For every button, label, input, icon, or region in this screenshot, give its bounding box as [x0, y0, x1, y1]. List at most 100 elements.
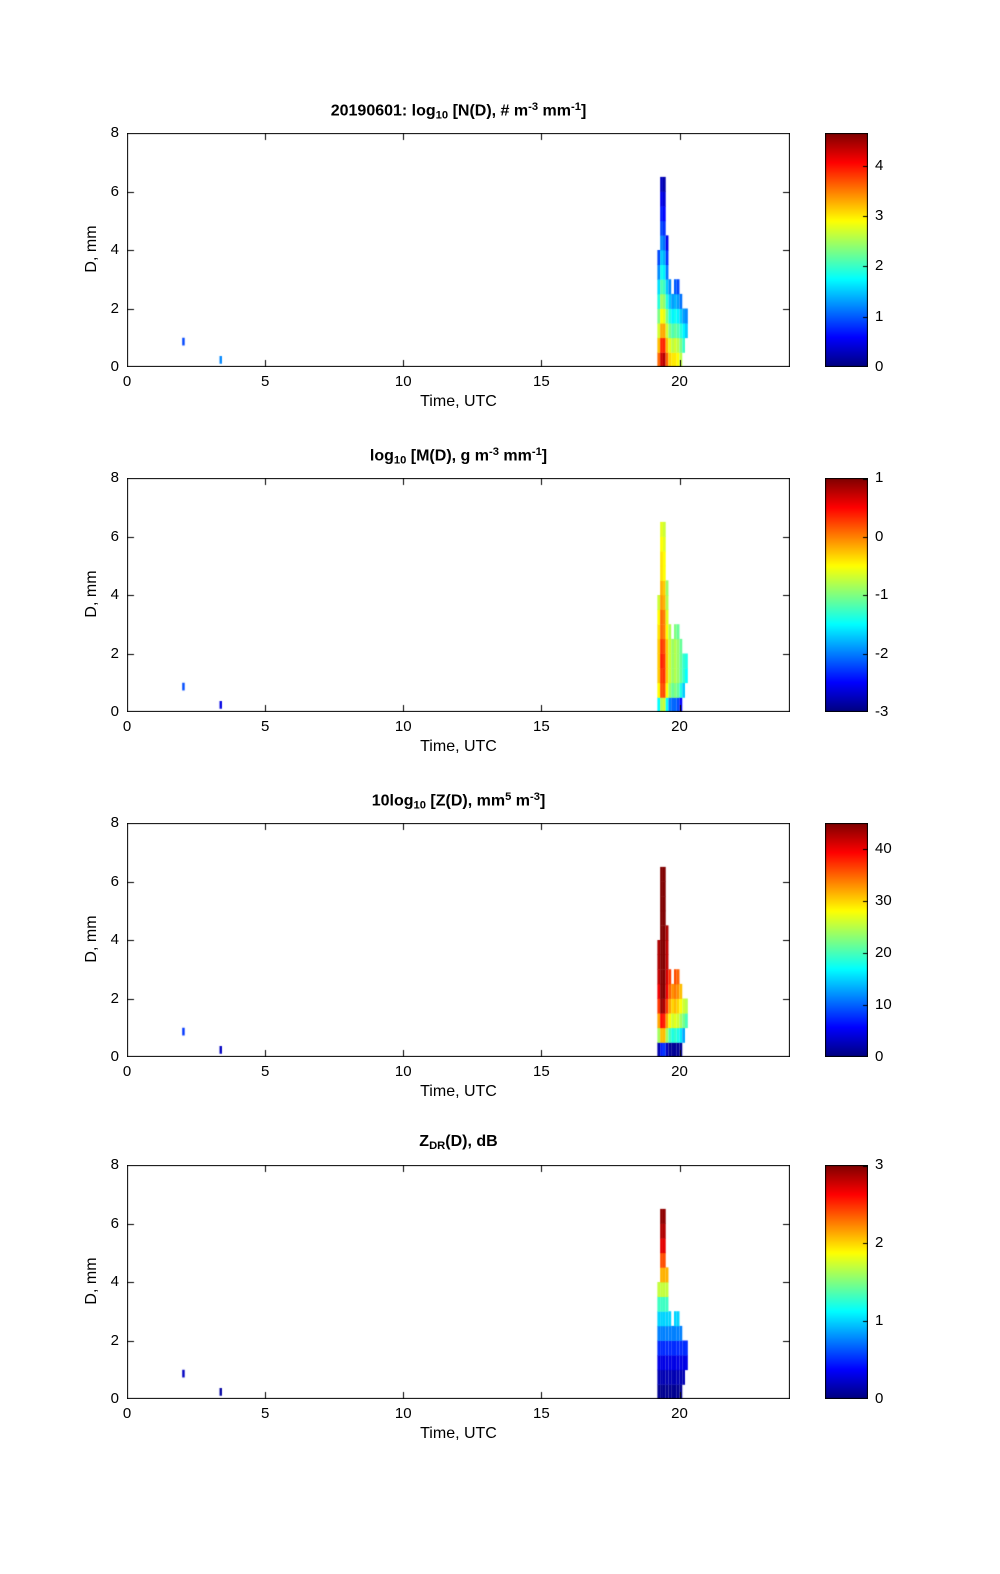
- colorbar-md: [825, 478, 868, 712]
- title-segment: [N(D), # m: [448, 102, 529, 120]
- y-tick-label: 0: [110, 358, 119, 375]
- colorbar-tick-label: 40: [875, 840, 892, 857]
- colorbar-z: [825, 823, 868, 1057]
- title-segment: -3: [488, 446, 499, 458]
- y-tick-label: 6: [110, 1214, 119, 1232]
- y-tick-label: 2: [110, 1331, 119, 1349]
- panel-title-nd: 20190601: log10 [N(D), # m-3 mm-1]: [127, 101, 790, 121]
- x-tick-label: 5: [260, 373, 270, 390]
- y-tick-label: 0: [110, 703, 119, 720]
- colorbar-tick-label: -1: [875, 586, 889, 603]
- colorbar-tick-label: 4: [875, 156, 884, 174]
- title-segment: mm: [538, 102, 571, 120]
- x-tick-label: 20: [671, 1063, 688, 1080]
- title-segment: 10: [413, 799, 426, 812]
- title-segment: m: [511, 792, 530, 810]
- heatmap-plot-z: [127, 823, 790, 1057]
- title-segment: (D), dB: [445, 1133, 498, 1150]
- colorbar-tick-label: 2: [875, 257, 884, 275]
- colorbar-tick-label: 1: [875, 307, 884, 325]
- title-segment: 10log: [371, 792, 414, 810]
- x-axis-label: Time, UTC: [420, 393, 497, 410]
- title-segment: DR: [429, 1140, 446, 1152]
- x-tick-label: 10: [394, 373, 412, 390]
- colorbar-tick-label: 3: [875, 1156, 884, 1173]
- x-tick-label: 0: [122, 1405, 132, 1422]
- x-tick-label: 5: [260, 1063, 270, 1080]
- title-segment: -1: [531, 446, 542, 458]
- y-tick-label: 8: [110, 814, 119, 831]
- title-segment: [M(D), g m: [406, 447, 489, 465]
- panel-title-zdr: ZDR(D), dB: [127, 1133, 790, 1152]
- y-tick-labels: 0 2 4 6 8: [69, 1156, 119, 1407]
- x-tick-label: 15: [533, 718, 550, 735]
- colorbar-tick-labels: 0 1 2 3: [875, 1156, 915, 1407]
- y-tick-label: 8: [110, 469, 119, 486]
- panel-title-z: 10log10 [Z(D), mm5 m-3]: [127, 791, 790, 811]
- x-tick-label: 20: [671, 1405, 688, 1422]
- y-tick-label: 0: [110, 1390, 119, 1407]
- y-tick-label: 2: [110, 299, 119, 317]
- y-tick-labels: 0 2 4 6 8: [69, 814, 119, 1065]
- x-tick-label: 5: [260, 1405, 270, 1422]
- y-tick-label: 0: [110, 1048, 119, 1065]
- title-segment: -1: [570, 101, 581, 113]
- x-tick-label: 10: [394, 718, 412, 735]
- title-segment: 20190601: log: [330, 102, 436, 120]
- colorbar-tick-labels: 0 10 20 30 40: [875, 823, 915, 1065]
- title-segment: ]: [541, 447, 548, 465]
- x-axis-label: Time, UTC: [420, 738, 497, 755]
- title-segment: ]: [539, 792, 546, 810]
- colorbar-tick-label: 1: [875, 469, 884, 486]
- title-segment: Z: [419, 1133, 430, 1150]
- panel-title-md: log10 [M(D), g m-3 mm-1]: [127, 446, 790, 466]
- y-tick-label: 8: [110, 1156, 119, 1173]
- x-tick-label: 0: [122, 718, 132, 735]
- y-tick-labels: 0 2 4 6 8: [69, 469, 119, 720]
- y-tick-label: 4: [110, 586, 119, 603]
- x-tick-label: 15: [533, 1063, 550, 1080]
- heatmap-plot-nd: [127, 133, 790, 367]
- y-tick-label: 2: [110, 644, 119, 662]
- title-segment: mm: [498, 447, 532, 465]
- colorbar-tick-label: 3: [875, 207, 884, 225]
- colorbar-tick-labels: 0 1 2 3 4: [875, 133, 915, 375]
- x-tick-label: 20: [671, 373, 688, 390]
- x-tick-label: 0: [122, 373, 132, 390]
- title-segment: 10: [435, 109, 449, 122]
- title-segment: [Z(D), mm: [425, 792, 506, 810]
- y-tick-label: 4: [110, 241, 119, 258]
- colorbar-tick-label: 2: [875, 1234, 884, 1251]
- y-tick-label: 6: [110, 872, 119, 890]
- y-tick-label: 4: [110, 931, 119, 948]
- x-tick-label: 10: [394, 1405, 412, 1422]
- colorbar-tick-label: 0: [875, 358, 884, 375]
- colorbar-tick-label: 0: [875, 1390, 884, 1407]
- x-tick-label: 15: [533, 1405, 550, 1422]
- y-tick-label: 8: [110, 124, 119, 141]
- colorbar-tick-label: -2: [875, 644, 889, 662]
- title-segment: ]: [580, 102, 587, 120]
- colorbar-tick-label: 20: [875, 944, 892, 961]
- colorbar-tick-label: 0: [875, 1048, 884, 1065]
- x-tick-label: 5: [260, 718, 270, 735]
- x-tick-label: 20: [671, 718, 688, 735]
- y-tick-label: 6: [110, 527, 119, 545]
- x-tick-label: 0: [122, 1063, 132, 1080]
- colorbar-zdr: [825, 1165, 868, 1399]
- y-tick-label: 2: [110, 989, 119, 1007]
- colorbar-tick-label: 0: [875, 527, 884, 545]
- title-segment: log: [369, 447, 394, 465]
- colorbar-tick-label: -3: [875, 703, 889, 720]
- x-tick-label: 10: [394, 1063, 412, 1080]
- y-tick-label: 6: [110, 182, 119, 200]
- y-tick-label: 4: [110, 1273, 119, 1290]
- colorbar-tick-labels: -3 -2 -1 0 1: [875, 469, 915, 720]
- colorbar-nd: [825, 133, 868, 367]
- title-segment: 10: [393, 454, 407, 467]
- x-axis-label: Time, UTC: [420, 1083, 497, 1100]
- title-segment: -3: [528, 101, 539, 113]
- colorbar-tick-label: 30: [875, 892, 892, 909]
- x-axis-label: Time, UTC: [420, 1425, 497, 1442]
